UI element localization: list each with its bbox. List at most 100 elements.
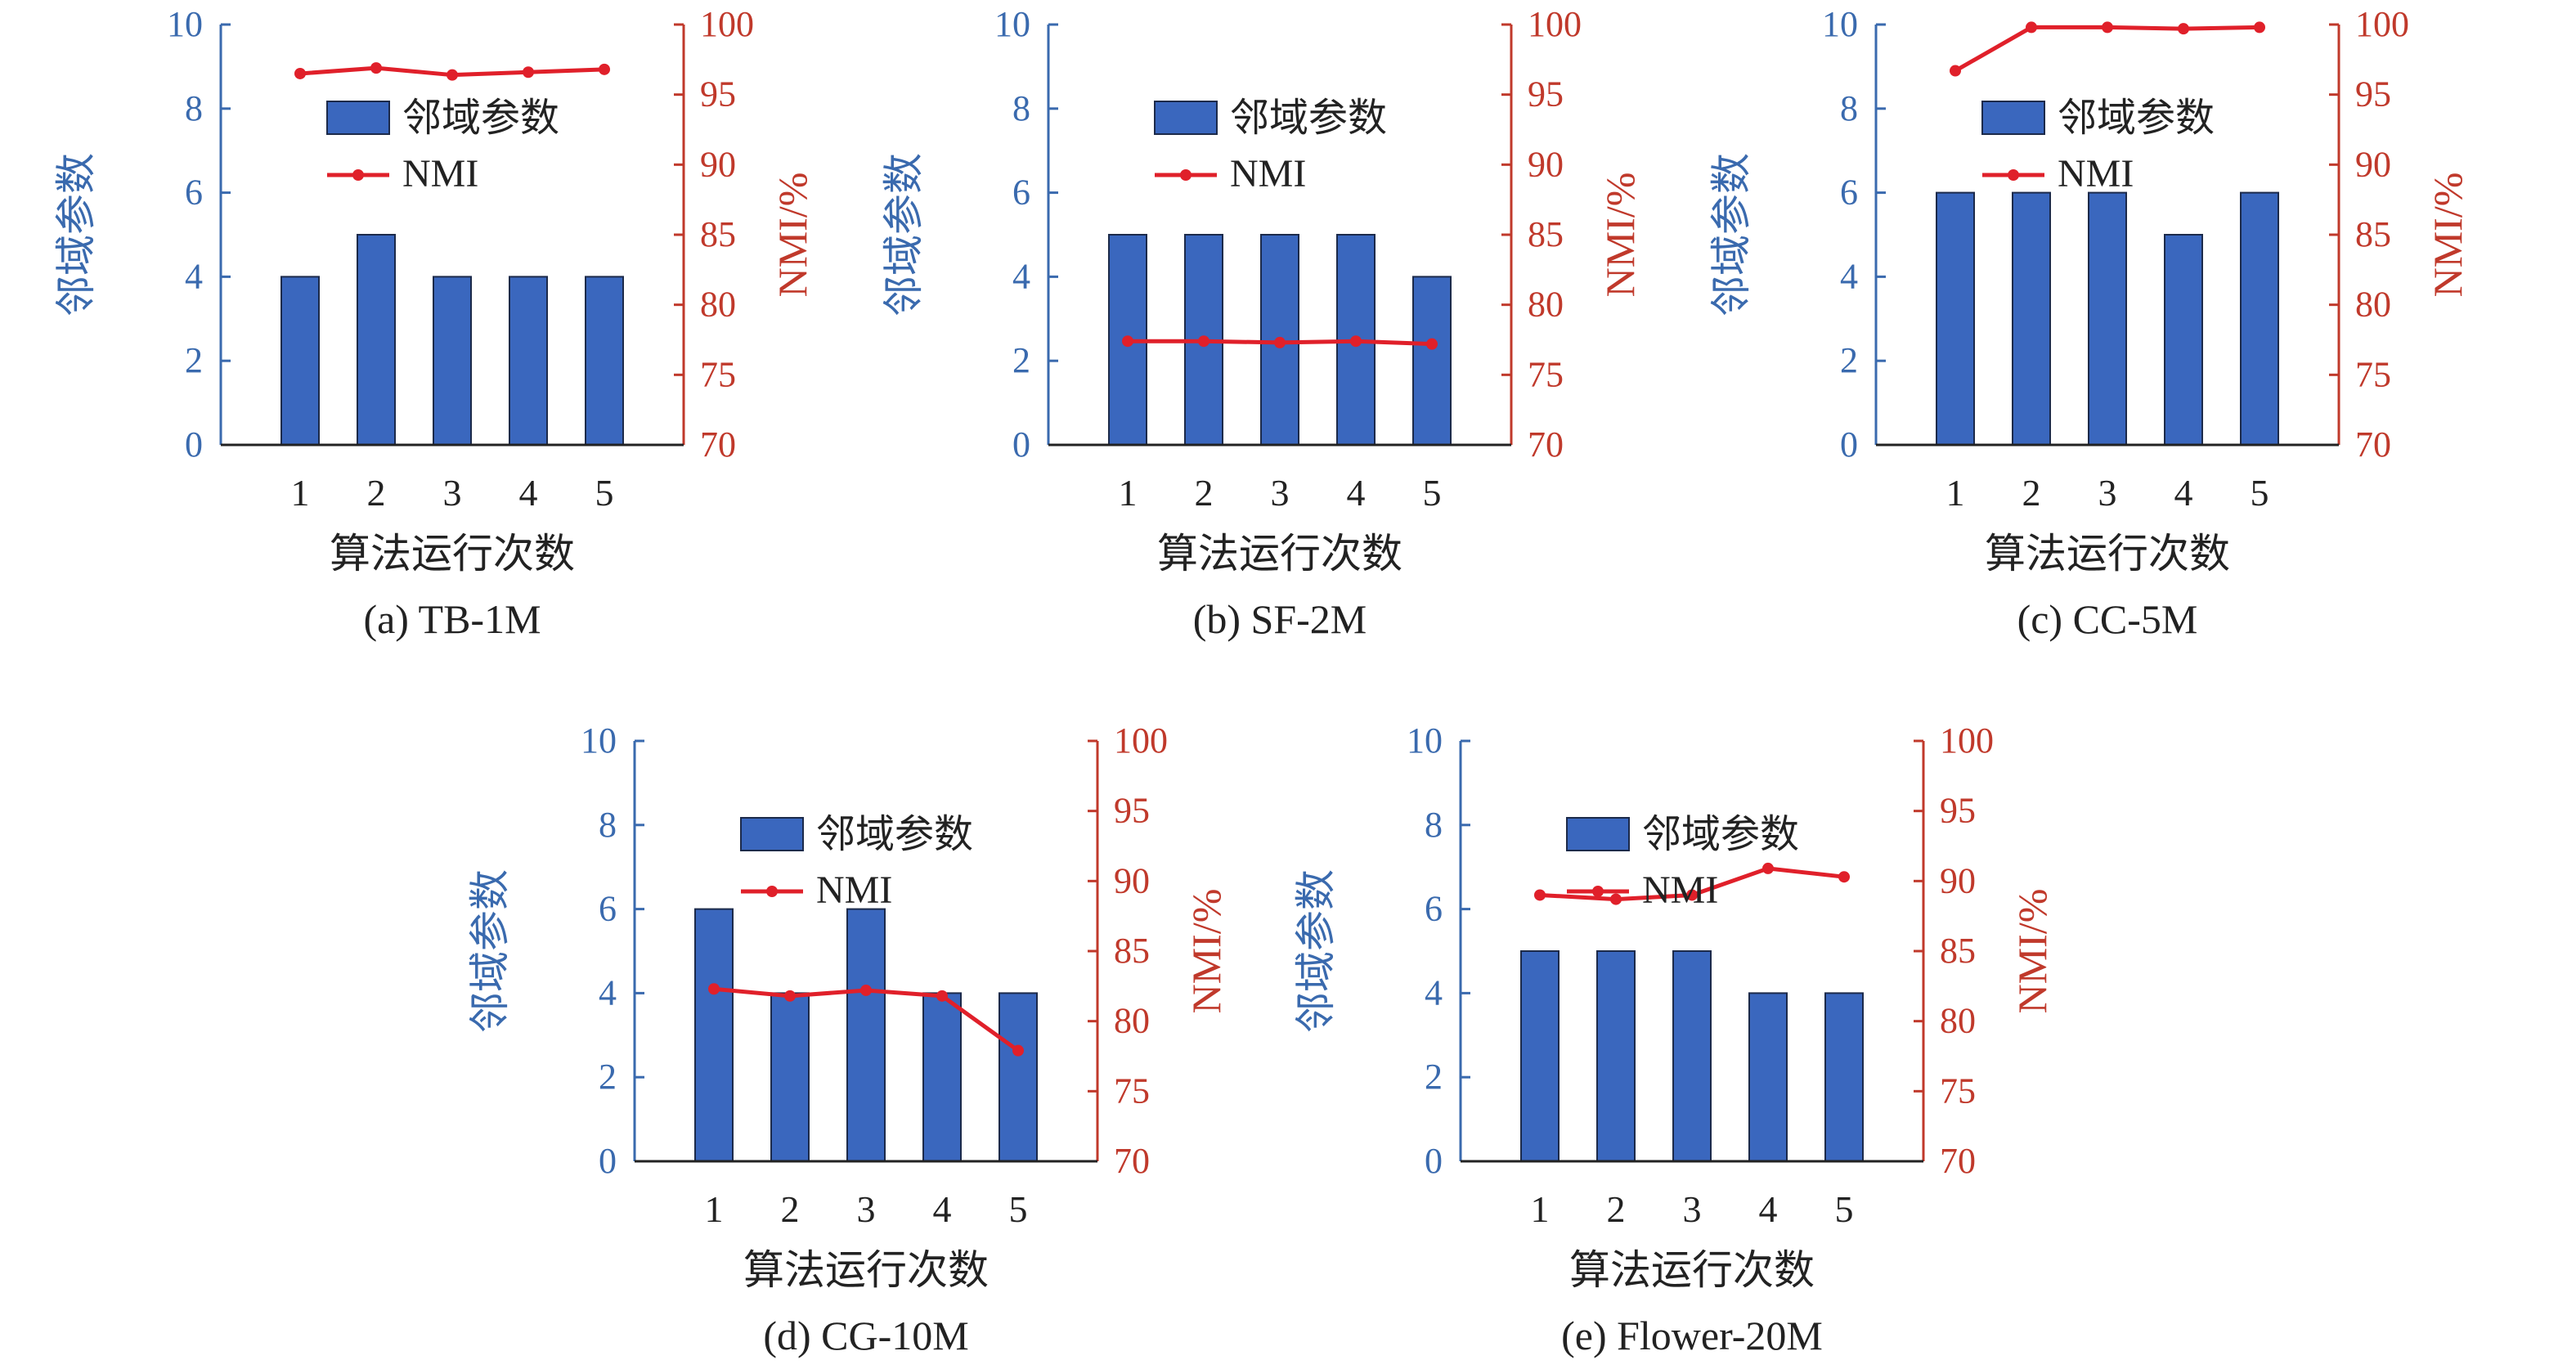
- right-tick-label: 95: [2355, 74, 2391, 114]
- nmi-point-4: [936, 990, 948, 1002]
- x-tick-label: 5: [1423, 472, 1442, 514]
- nmi-point-5: [1426, 338, 1438, 350]
- left-tick-label: 6: [1425, 889, 1443, 929]
- bar-3: [846, 908, 886, 1162]
- x-tick-label: 3: [443, 472, 462, 514]
- legend-bar-swatch: [1981, 101, 2045, 135]
- chart-panel-5: 0 2 4 6 8 10 70 75 80 85 90 95 100 1 2 3 4 5 邻域参数 NMI 邻域参数 NM…: [1293, 720, 2055, 1358]
- x-tick-label: 4: [1347, 472, 1366, 514]
- legend-bar-label: 邻域参数: [2058, 97, 2215, 140]
- left-tick-label: 4: [1012, 256, 1030, 296]
- legend-bar-label: 邻域参数: [1230, 97, 1387, 140]
- right-tick-label: 70: [1528, 424, 1564, 465]
- right-tick-label: 100: [2355, 4, 2409, 44]
- bar-4: [2164, 234, 2203, 446]
- legend-bar-label: 邻域参数: [402, 97, 559, 140]
- y-left-axis-label: 邻域参数: [467, 869, 513, 1033]
- right-tick-label: 80: [2355, 285, 2391, 325]
- nmi-point-4: [1350, 335, 1362, 348]
- legend-line-marker: [766, 886, 778, 897]
- left-tick-label: 2: [185, 340, 203, 380]
- panel-caption: (e) Flower-20M: [1561, 1313, 1823, 1358]
- right-tick-label: 100: [1940, 720, 1994, 761]
- nmi-point-5: [1012, 1044, 1024, 1057]
- bar-5: [999, 992, 1038, 1163]
- left-tick-label: 10: [1407, 720, 1443, 761]
- left-tick-label: 4: [185, 256, 203, 296]
- y-right-axis-label: NMI/%: [1183, 889, 1229, 1014]
- right-tick-label: 80: [700, 285, 736, 325]
- nmi-point-2: [370, 62, 382, 74]
- nmi-point-3: [1686, 889, 1698, 901]
- panel-caption: (d) CG-10M: [763, 1313, 968, 1358]
- bar-3: [1672, 950, 1712, 1162]
- right-tick-label: 90: [1940, 860, 1976, 900]
- bar-1: [1520, 950, 1560, 1162]
- left-tick-label: 2: [1012, 340, 1030, 380]
- nmi-point-1: [1122, 335, 1133, 348]
- right-tick-label: 90: [1528, 144, 1564, 184]
- x-tick-label: 1: [291, 472, 310, 514]
- right-tick-label: 85: [1528, 214, 1564, 254]
- legend-bar-swatch: [1566, 817, 1630, 851]
- left-tick-label: 0: [599, 1141, 617, 1181]
- bar-5: [1824, 992, 1864, 1163]
- legend-line-marker: [2008, 169, 2019, 181]
- nmi-point-5: [599, 63, 610, 75]
- bar-4: [922, 992, 962, 1163]
- nmi-point-2: [784, 990, 796, 1002]
- nmi-point-2: [2026, 21, 2037, 34]
- nmi-point-3: [2102, 21, 2113, 34]
- bar-3: [433, 276, 472, 446]
- legend-bar-swatch: [740, 817, 804, 851]
- panel-caption: (c) CC-5M: [2017, 596, 2198, 642]
- legend-line-label: NMI: [402, 152, 478, 195]
- left-tick-label: 6: [185, 173, 203, 213]
- right-tick-label: 75: [2355, 354, 2391, 394]
- right-tick-label: 100: [1528, 4, 1582, 44]
- right-tick-label: 95: [1940, 791, 1976, 831]
- x-tick-label: 3: [1683, 1188, 1702, 1230]
- right-tick-label: 80: [1528, 285, 1564, 325]
- right-tick-label: 90: [1114, 860, 1150, 900]
- left-tick-label: 6: [1012, 173, 1030, 213]
- bar-2: [1596, 950, 1636, 1162]
- right-tick-label: 90: [2355, 144, 2391, 184]
- x-tick-label: 2: [2022, 472, 2041, 514]
- bar-1: [280, 276, 320, 446]
- x-tick-label: 4: [519, 472, 538, 514]
- left-tick-label: 8: [599, 805, 617, 845]
- legend-line-label: NMI: [816, 869, 892, 912]
- legend-line-marker: [1180, 169, 1192, 181]
- left-tick-label: 10: [581, 720, 617, 761]
- x-tick-label: 1: [1946, 472, 1965, 514]
- x-tick-label: 4: [2174, 472, 2193, 514]
- left-tick-label: 4: [599, 972, 617, 1012]
- nmi-point-1: [294, 67, 306, 79]
- nmi-point-1: [1950, 65, 1961, 77]
- left-tick-label: 10: [994, 4, 1030, 44]
- x-tick-label: 5: [1835, 1188, 1854, 1230]
- nmi-point-5: [2254, 21, 2265, 34]
- legend-line-marker: [352, 169, 364, 181]
- chart-panel-4: 0 2 4 6 8 10 70 75 80 85 90 95 100 1 2 3 4 5 邻域参数 NMI 邻域参数 NM…: [467, 720, 1229, 1358]
- bar-4: [509, 276, 548, 446]
- right-tick-label: 85: [700, 214, 736, 254]
- bar-5: [585, 276, 624, 446]
- x-axis-label: 算法运行次数: [743, 1247, 989, 1293]
- left-tick-label: 0: [1425, 1141, 1443, 1181]
- y-left-axis-label: 邻域参数: [881, 153, 927, 316]
- nmi-point-3: [1274, 336, 1286, 348]
- legend-line-label: NMI: [1230, 152, 1306, 195]
- right-tick-label: 85: [1940, 931, 1976, 971]
- x-axis-label: 算法运行次数: [1985, 531, 2230, 577]
- panel-caption: (a) TB-1M: [363, 596, 541, 642]
- right-tick-label: 85: [2355, 214, 2391, 254]
- bar-3: [2088, 191, 2127, 446]
- y-left-axis-label: 邻域参数: [53, 153, 99, 316]
- right-tick-label: 100: [1114, 720, 1168, 761]
- x-tick-label: 4: [1759, 1188, 1778, 1230]
- right-tick-label: 95: [700, 74, 736, 114]
- right-tick-label: 70: [2355, 424, 2391, 465]
- legend-bar-label: 邻域参数: [816, 813, 973, 856]
